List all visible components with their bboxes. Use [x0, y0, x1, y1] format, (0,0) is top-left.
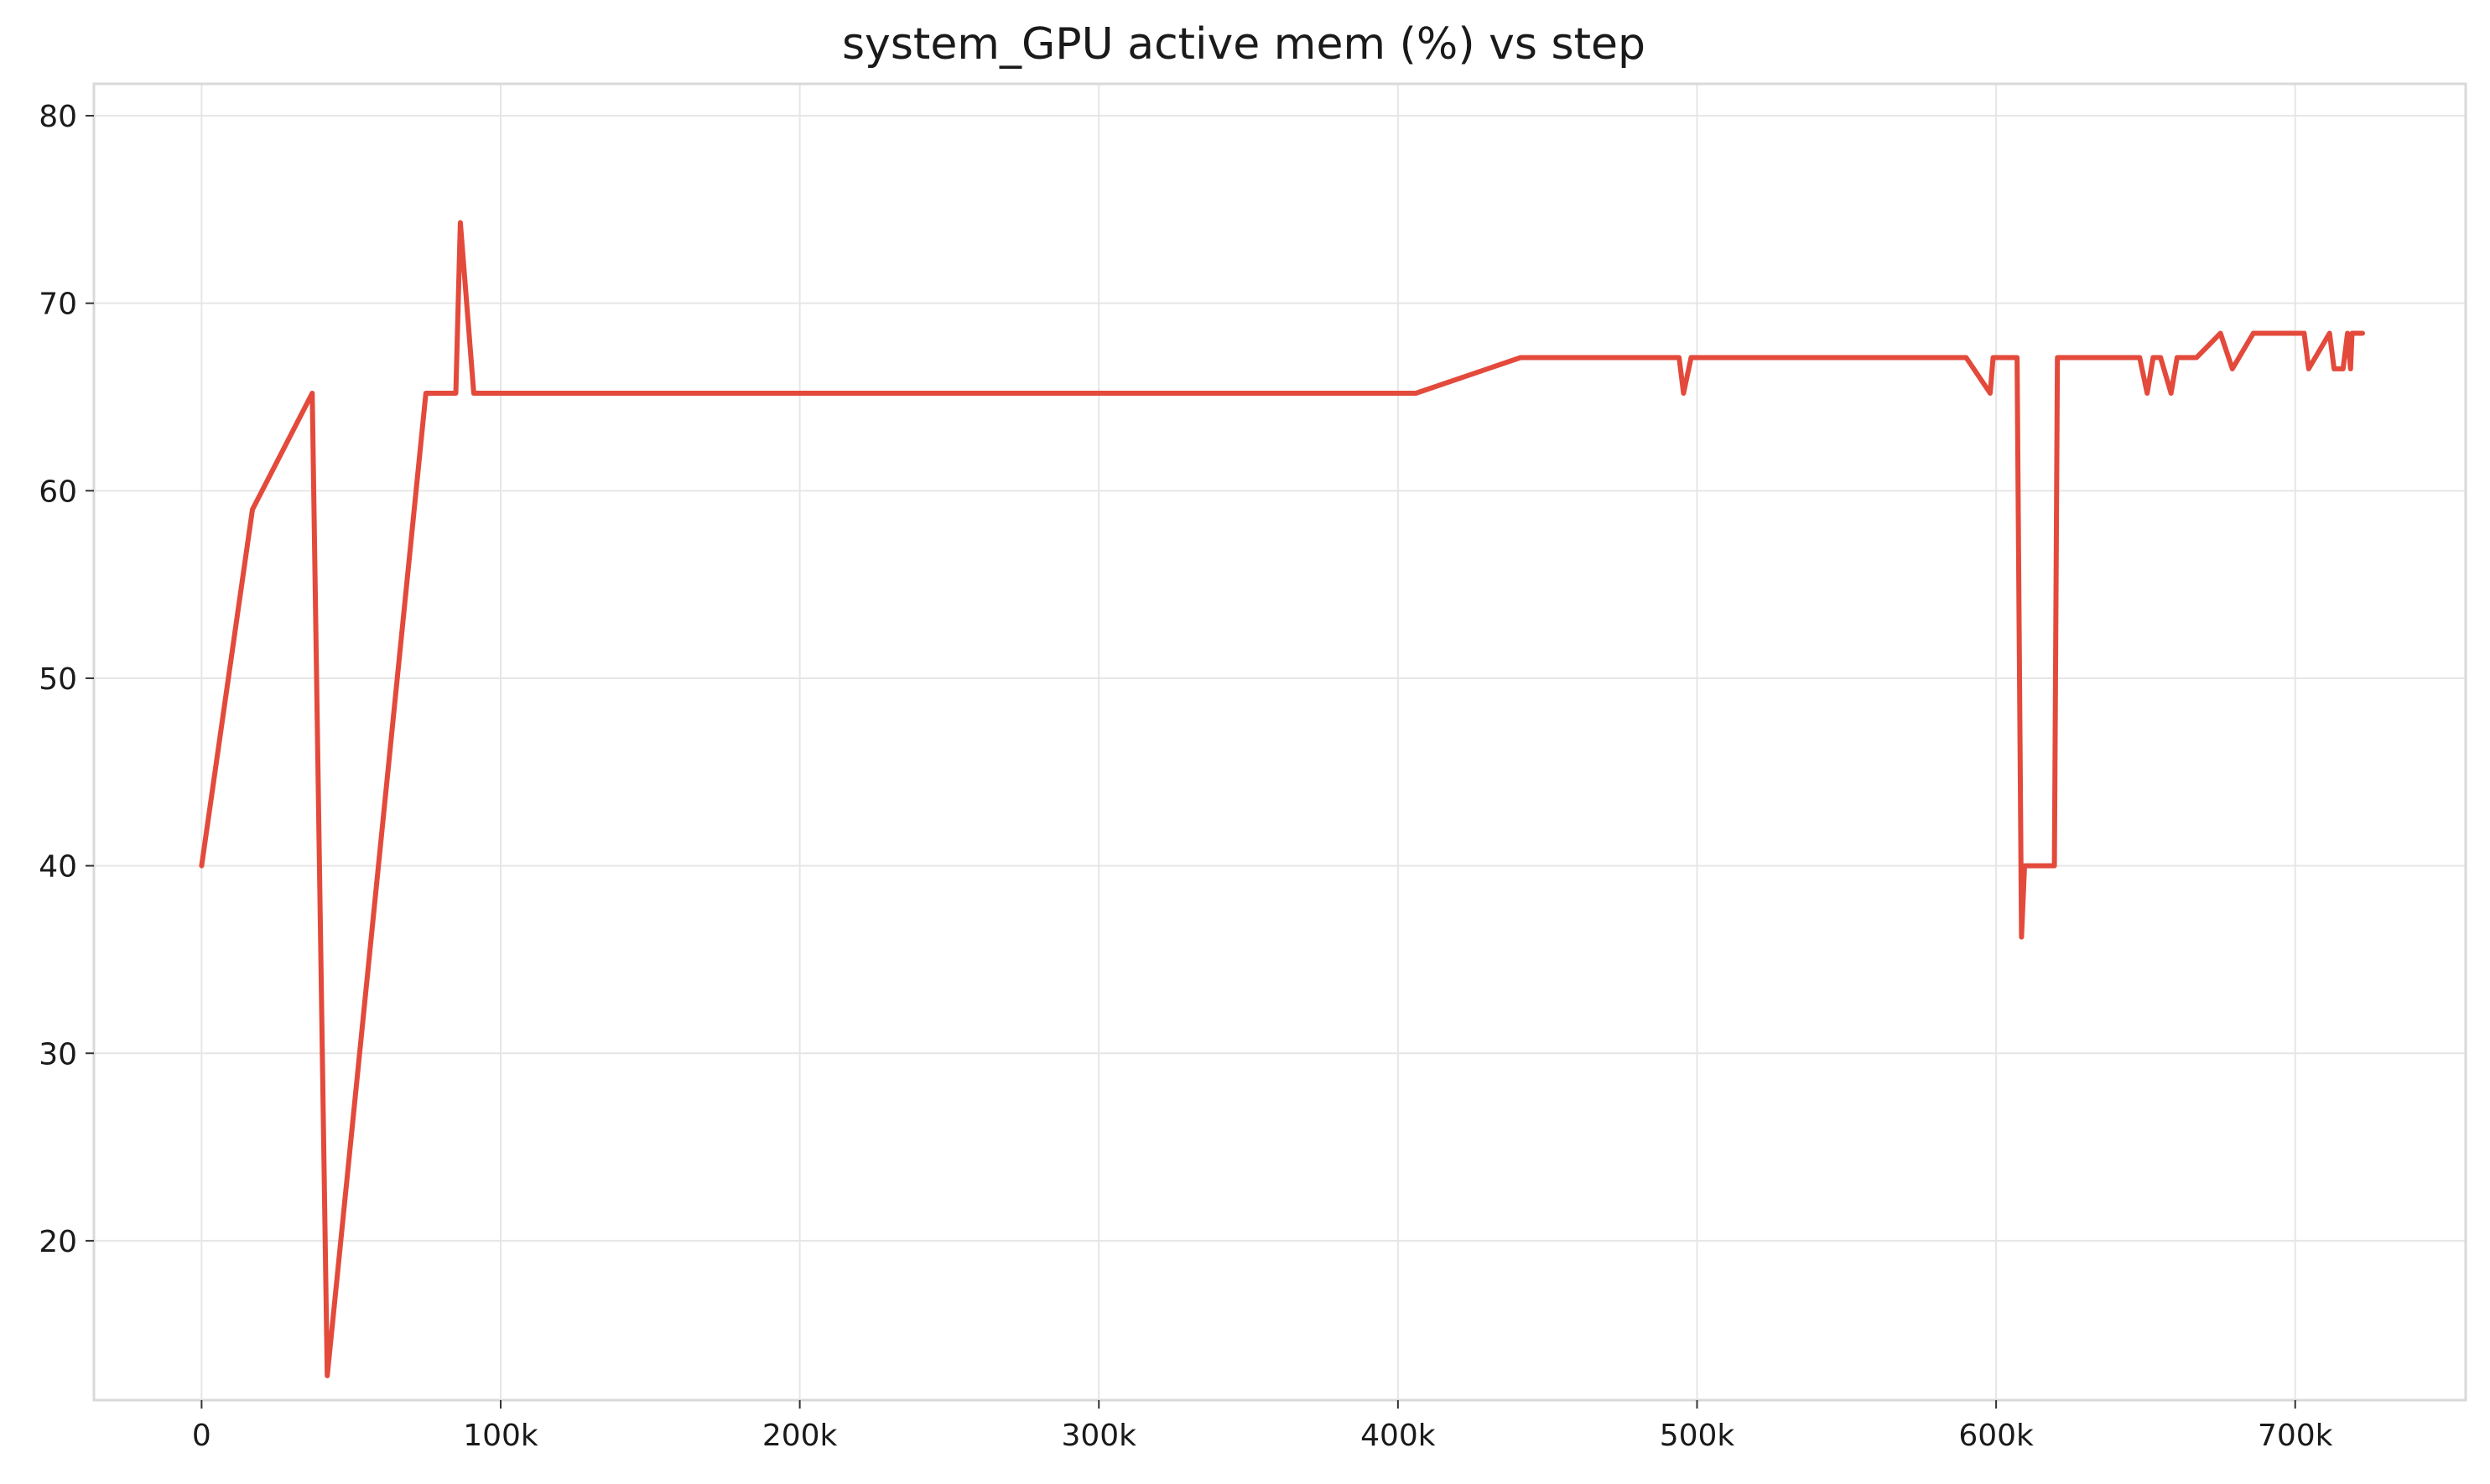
chart-title: system_GPU active mem (%) vs step	[842, 19, 1645, 70]
x-tick-label: 600k	[1958, 1419, 2034, 1453]
plot-area-frame	[92, 82, 2467, 1402]
y-tick-label: 30	[39, 1037, 77, 1071]
x-tick-label: 300k	[1061, 1419, 1136, 1453]
y-tick-label: 70	[39, 288, 77, 322]
y-tick-label: 40	[39, 850, 77, 885]
grid	[94, 84, 2466, 1400]
x-tick-label: 400k	[1360, 1419, 1436, 1453]
series-layer	[199, 220, 2365, 1378]
x-tick-label: 500k	[1660, 1419, 1735, 1453]
x-tick-label: 100k	[463, 1419, 538, 1453]
y-tick-label: 50	[39, 662, 77, 697]
x-tick-label: 0	[192, 1419, 211, 1453]
x-tick-label: 200k	[762, 1419, 838, 1453]
axis-ticks: 0 100k 200k 300k 400k 500k 600k 700k 20 30 40 50 60 7…	[39, 100, 2332, 1453]
y-tick-label: 20	[39, 1225, 77, 1259]
y-tick-label: 60	[39, 475, 77, 509]
series-line-0	[199, 220, 2365, 1378]
x-tick-label: 700k	[2258, 1419, 2333, 1453]
y-tick-label: 80	[39, 100, 77, 134]
